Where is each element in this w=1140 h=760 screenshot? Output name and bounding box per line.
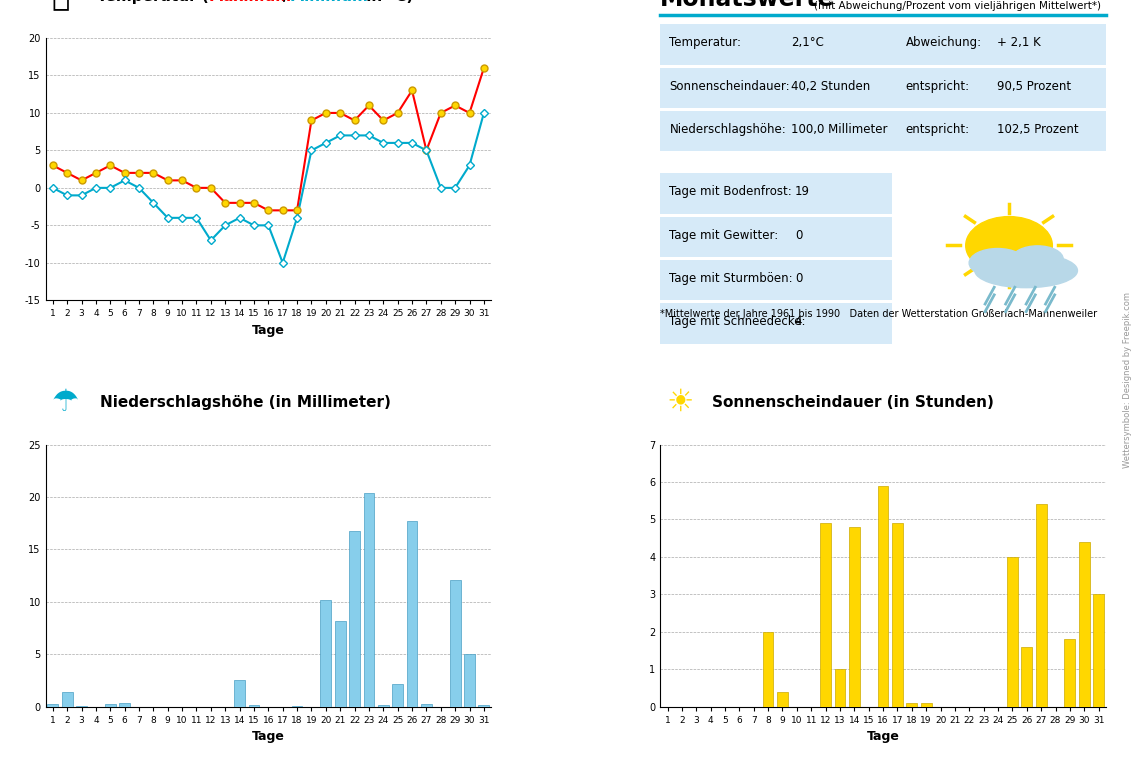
Text: Temperatur (: Temperatur ( <box>97 0 209 4</box>
Bar <box>105 704 115 707</box>
Bar <box>48 704 58 707</box>
Bar <box>763 632 774 707</box>
Text: 0: 0 <box>795 272 803 285</box>
Text: 2,1°C: 2,1°C <box>791 36 824 49</box>
Text: *Mittelwerte der Jahre 1961 bis 1990   Daten der Wetterstation Großerlach-Mannen: *Mittelwerte der Jahre 1961 bis 1990 Dat… <box>660 309 1098 319</box>
Bar <box>1007 557 1018 707</box>
Bar <box>1078 542 1090 707</box>
Text: entspricht:: entspricht: <box>905 80 969 93</box>
Text: Monatswerte: Monatswerte <box>660 0 834 11</box>
Bar <box>364 492 374 707</box>
Bar <box>349 530 360 707</box>
Bar <box>292 706 302 707</box>
Bar <box>1065 639 1075 707</box>
Bar <box>1036 505 1047 707</box>
Text: Tage mit Gewitter:: Tage mit Gewitter: <box>669 229 779 242</box>
Bar <box>421 704 432 707</box>
Text: (mit Abweichung/Prozent vom vieljährigen Mittelwert*): (mit Abweichung/Prozent vom vieljährigen… <box>814 2 1101 11</box>
Bar <box>120 702 130 707</box>
Text: 4: 4 <box>795 315 803 328</box>
Bar <box>320 600 332 707</box>
Bar <box>1021 647 1032 707</box>
Text: 100,0 Millimeter: 100,0 Millimeter <box>791 123 888 136</box>
Text: Sonnenscheindauer (in Stunden): Sonnenscheindauer (in Stunden) <box>711 395 994 410</box>
Text: ☂: ☂ <box>51 388 79 417</box>
Text: Niederschlagshöhe (in Millimeter): Niederschlagshöhe (in Millimeter) <box>100 395 391 410</box>
Text: ☀: ☀ <box>666 388 693 417</box>
Bar <box>1093 594 1104 707</box>
X-axis label: Tage: Tage <box>252 730 285 743</box>
Bar <box>921 703 931 707</box>
Bar <box>234 679 245 707</box>
Text: 102,5 Prozent: 102,5 Prozent <box>996 123 1078 136</box>
Text: Sonnenscheindauer:: Sonnenscheindauer: <box>669 80 790 93</box>
Text: Tage mit Schneedecke:: Tage mit Schneedecke: <box>669 315 806 328</box>
Bar <box>450 580 461 707</box>
Bar <box>62 692 73 707</box>
Text: Tage mit Bodenfrost:: Tage mit Bodenfrost: <box>669 185 792 198</box>
Text: in °C): in °C) <box>361 0 414 4</box>
Text: /: / <box>283 0 288 4</box>
Text: + 2,1 K: + 2,1 K <box>996 36 1041 49</box>
Text: Maximum: Maximum <box>209 0 292 4</box>
Bar <box>335 621 345 707</box>
Bar <box>479 705 489 707</box>
Bar <box>820 523 831 707</box>
Bar <box>407 521 417 707</box>
Bar <box>76 706 87 707</box>
Bar <box>249 705 260 707</box>
Text: Minimum: Minimum <box>290 0 368 4</box>
Text: Temperatur:: Temperatur: <box>669 36 741 49</box>
Text: 0: 0 <box>795 229 803 242</box>
Bar <box>464 654 475 707</box>
Bar <box>834 670 846 707</box>
Text: 90,5 Prozent: 90,5 Prozent <box>996 80 1070 93</box>
Text: 🌡: 🌡 <box>51 0 70 11</box>
Text: 40,2 Stunden: 40,2 Stunden <box>791 80 871 93</box>
Bar <box>849 527 860 707</box>
X-axis label: Tage: Tage <box>252 324 285 337</box>
Bar <box>878 486 888 707</box>
Text: Tage mit Sturmböen:: Tage mit Sturmböen: <box>669 272 793 285</box>
Text: entspricht:: entspricht: <box>905 123 969 136</box>
Bar <box>377 705 389 707</box>
Text: Wettersymbole: Designed by Freepik.com: Wettersymbole: Designed by Freepik.com <box>1123 292 1132 468</box>
Text: Niederschlagshöhe:: Niederschlagshöhe: <box>669 123 787 136</box>
Bar <box>392 684 404 707</box>
Text: Abweichung:: Abweichung: <box>905 36 982 49</box>
Bar <box>777 692 788 707</box>
Text: 19: 19 <box>795 185 809 198</box>
X-axis label: Tage: Tage <box>866 730 899 743</box>
Bar <box>906 703 918 707</box>
Bar <box>891 523 903 707</box>
